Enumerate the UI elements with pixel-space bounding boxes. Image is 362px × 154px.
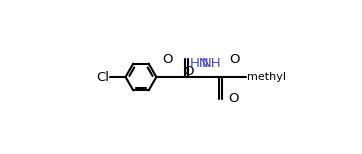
Text: HN: HN <box>189 57 209 70</box>
Text: Cl: Cl <box>96 71 109 83</box>
Text: NH: NH <box>202 57 221 70</box>
Text: O: O <box>163 53 173 66</box>
Text: O: O <box>229 53 239 66</box>
Text: methyl: methyl <box>247 72 286 82</box>
Text: O: O <box>183 65 194 78</box>
Text: O: O <box>228 92 239 105</box>
